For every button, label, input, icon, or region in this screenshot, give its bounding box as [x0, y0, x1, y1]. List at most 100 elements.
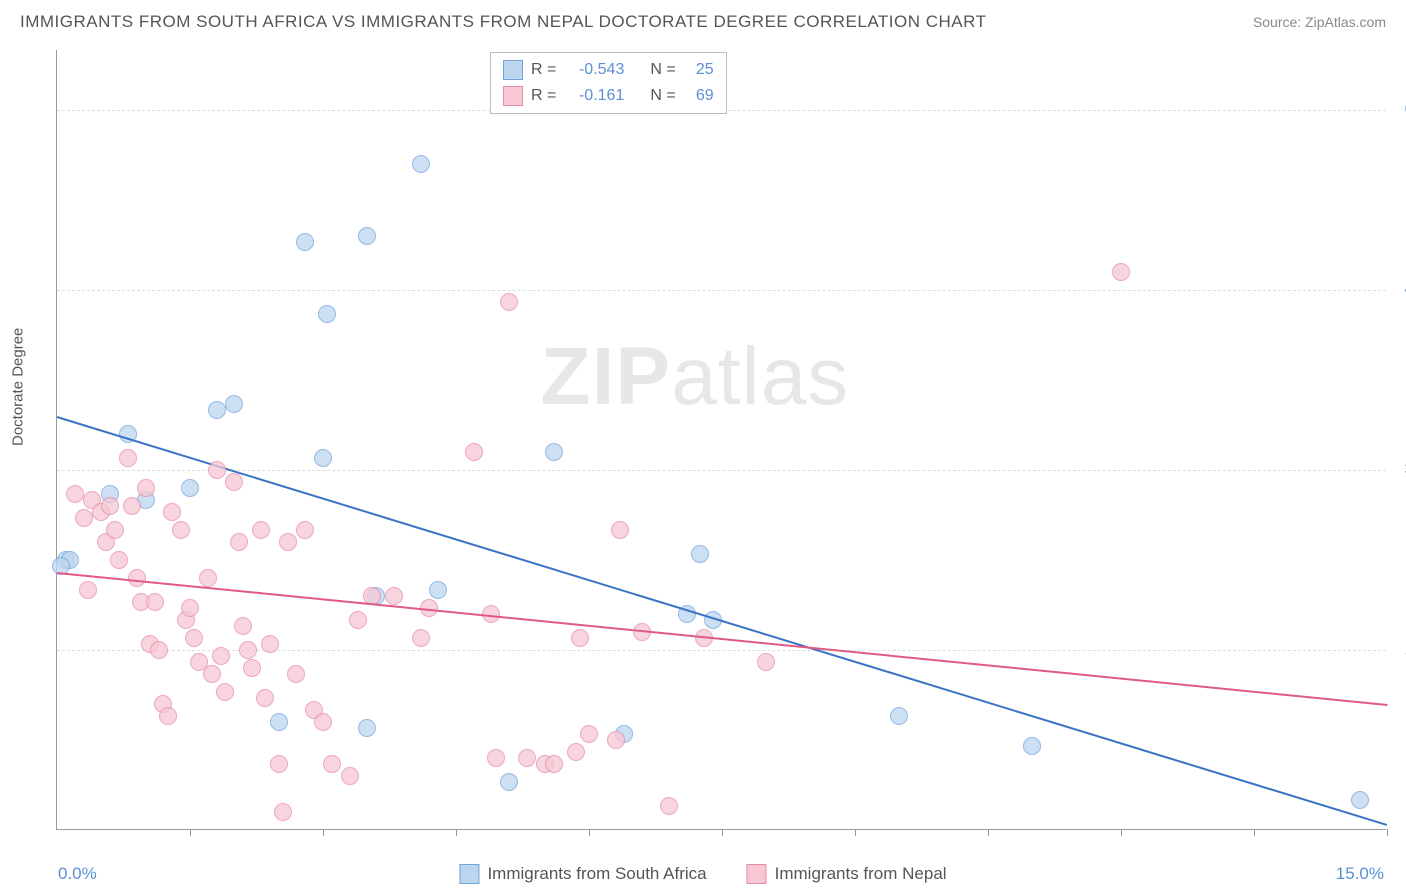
data-point [128, 569, 146, 587]
data-point [203, 665, 221, 683]
data-point [66, 485, 84, 503]
data-point [199, 569, 217, 587]
data-point [1112, 263, 1130, 281]
data-point [358, 227, 376, 245]
data-point [429, 581, 447, 599]
data-point [890, 707, 908, 725]
legend-swatch [503, 86, 523, 106]
data-point [500, 773, 518, 791]
data-point [571, 629, 589, 647]
data-point [75, 509, 93, 527]
data-point [545, 443, 563, 461]
x-tick [988, 829, 989, 836]
series-legend-item: Immigrants from South Africa [459, 864, 706, 884]
data-point [270, 755, 288, 773]
x-tick [589, 829, 590, 836]
data-point [239, 641, 257, 659]
data-point [1351, 791, 1369, 809]
legend-n-label: N = [650, 83, 675, 109]
data-point [216, 683, 234, 701]
data-point [243, 659, 261, 677]
data-point [607, 731, 625, 749]
data-point [358, 719, 376, 737]
data-point [106, 521, 124, 539]
chart-title: IMMIGRANTS FROM SOUTH AFRICA VS IMMIGRAN… [20, 12, 986, 32]
x-tick [190, 829, 191, 836]
legend-r-value: -0.543 [564, 57, 624, 83]
source-label: Source: ZipAtlas.com [1253, 14, 1386, 30]
x-tick [1387, 829, 1388, 836]
data-point [230, 533, 248, 551]
legend-n-value: 25 [684, 57, 714, 83]
data-point [296, 233, 314, 251]
data-point [287, 665, 305, 683]
data-point [296, 521, 314, 539]
data-point [318, 305, 336, 323]
data-point [465, 443, 483, 461]
data-point [225, 473, 243, 491]
data-point [412, 155, 430, 173]
x-tick [323, 829, 324, 836]
legend-r-label: R = [531, 83, 556, 109]
data-point [1023, 737, 1041, 755]
x-axis-min-label: 0.0% [58, 864, 97, 884]
data-point [500, 293, 518, 311]
data-point [150, 641, 168, 659]
legend-row: R = -0.161 N = 69 [503, 83, 714, 109]
data-point [323, 755, 341, 773]
data-point [252, 521, 270, 539]
legend-n-label: N = [650, 57, 675, 83]
x-tick [722, 829, 723, 836]
legend-swatch [459, 864, 479, 884]
data-point [261, 635, 279, 653]
legend-n-value: 69 [684, 83, 714, 109]
data-point [137, 479, 155, 497]
data-point [110, 551, 128, 569]
x-tick [1254, 829, 1255, 836]
data-point [341, 767, 359, 785]
data-point [123, 497, 141, 515]
data-point [208, 461, 226, 479]
data-point [185, 629, 203, 647]
data-point [314, 449, 332, 467]
data-point [159, 707, 177, 725]
data-point [119, 449, 137, 467]
legend-swatch [503, 60, 523, 80]
data-point [487, 749, 505, 767]
legend-r-value: -0.161 [564, 83, 624, 109]
watermark: ZIPatlas [541, 330, 850, 424]
data-point [181, 479, 199, 497]
series-legend: Immigrants from South Africa Immigrants f… [459, 864, 946, 884]
data-point [79, 581, 97, 599]
data-point [163, 503, 181, 521]
data-point [314, 713, 332, 731]
series-legend-item: Immigrants from Nepal [747, 864, 947, 884]
trend-line [57, 416, 1388, 826]
data-point [212, 647, 230, 665]
trend-line [57, 572, 1387, 706]
data-point [274, 803, 292, 821]
legend-swatch [747, 864, 767, 884]
data-point [567, 743, 585, 761]
data-point [101, 497, 119, 515]
data-point [181, 599, 199, 617]
data-point [611, 521, 629, 539]
stats-legend: R = -0.543 N = 25 R = -0.161 N = 69 [490, 52, 727, 114]
data-point [349, 611, 367, 629]
legend-r-label: R = [531, 57, 556, 83]
x-tick [855, 829, 856, 836]
data-point [172, 521, 190, 539]
data-point [580, 725, 598, 743]
series-name: Immigrants from South Africa [487, 864, 706, 884]
data-point [757, 653, 775, 671]
data-point [545, 755, 563, 773]
data-point [208, 401, 226, 419]
data-point [146, 593, 164, 611]
series-name: Immigrants from Nepal [775, 864, 947, 884]
data-point [518, 749, 536, 767]
x-tick [456, 829, 457, 836]
gridline [57, 290, 1386, 291]
data-point [234, 617, 252, 635]
data-point [279, 533, 297, 551]
data-point [270, 713, 288, 731]
